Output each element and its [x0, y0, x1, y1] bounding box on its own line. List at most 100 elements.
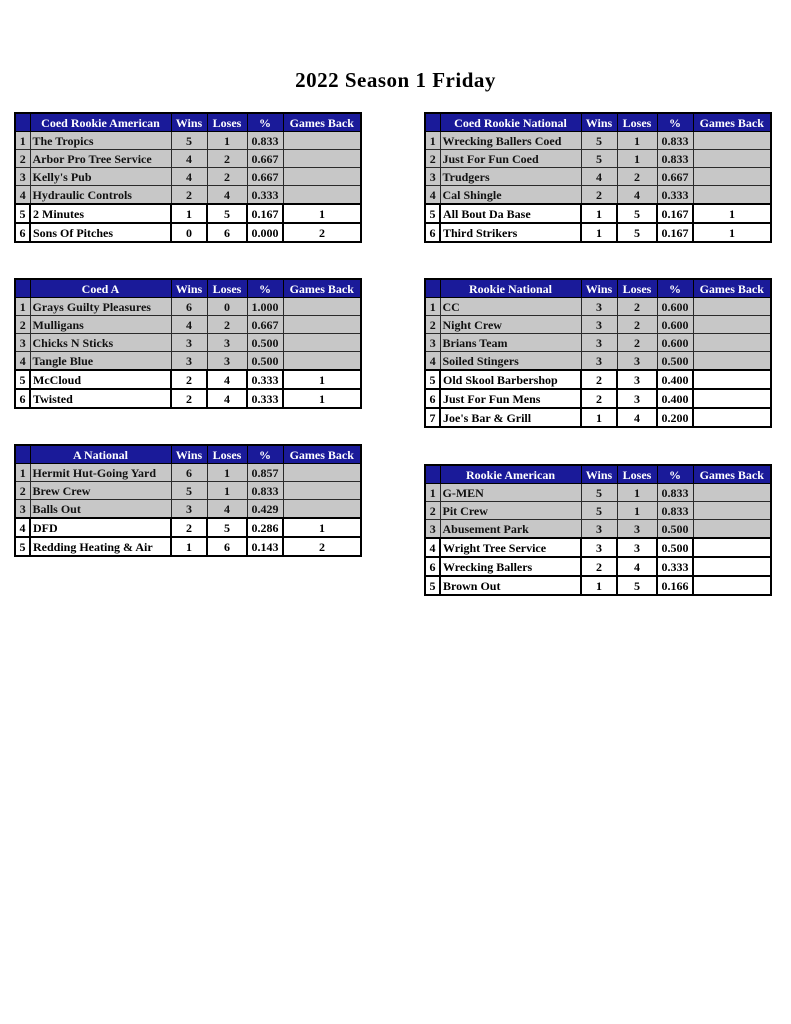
games-back-cell [692, 575, 772, 596]
wins-cell: 4 [170, 149, 208, 168]
team-row: 2 Pit Crew 5 1 0.833 [424, 501, 772, 520]
team-name-cell: Wright Tree Service [439, 537, 582, 558]
games-back-cell [692, 537, 772, 558]
team-name-cell: Hydraulic Controls [29, 185, 172, 205]
loses-cell: 4 [206, 185, 248, 205]
division-name: Coed Rookie American [29, 112, 172, 132]
wins-cell: 3 [580, 537, 618, 558]
wins-cell: 1 [580, 222, 618, 243]
column-header-games-back: Games Back [692, 112, 772, 132]
loses-cell: 2 [616, 315, 658, 334]
team-row: 4 Hydraulic Controls 2 4 0.333 [14, 185, 362, 205]
rank-cell: 5 [424, 203, 441, 224]
column-header-games-back: Games Back [282, 112, 362, 132]
loses-cell: 6 [206, 536, 248, 557]
loses-cell: 2 [616, 297, 658, 316]
pct-cell: 0.833 [656, 149, 694, 168]
team-row: 1 The Tropics 5 1 0.833 [14, 131, 362, 150]
loses-cell: 1 [206, 131, 248, 150]
team-name-cell: Just For Fun Coed [439, 149, 582, 168]
wins-cell: 5 [580, 149, 618, 168]
pct-cell: 0.286 [246, 517, 284, 538]
loses-cell: 3 [616, 369, 658, 390]
team-row: 5 Brown Out 1 5 0.166 [424, 575, 772, 596]
games-back-cell [692, 369, 772, 390]
team-name-cell: G-MEN [439, 483, 582, 502]
header-row: Coed A Wins Loses% Games Back [14, 278, 362, 298]
wins-cell: 5 [170, 131, 208, 150]
wins-cell: 2 [580, 185, 618, 205]
wins-cell: 2 [580, 369, 618, 390]
wins-cell: 1 [580, 575, 618, 596]
games-back-cell: 1 [692, 222, 772, 243]
pct-cell: 0.500 [656, 519, 694, 539]
rank-cell: 3 [424, 519, 441, 539]
column-header-pct: % [656, 464, 694, 484]
rank-cell: 3 [424, 167, 441, 186]
loses-cell: 5 [206, 517, 248, 538]
team-row: 3 Abusement Park 3 3 0.500 [424, 519, 772, 539]
games-back-cell: 1 [282, 369, 362, 390]
games-back-cell [282, 149, 362, 168]
rank-cell: 1 [14, 131, 31, 150]
wins-cell: 3 [580, 315, 618, 334]
team-row: 2 Just For Fun Coed 5 1 0.833 [424, 149, 772, 168]
team-row: 6 Sons Of Pitches 0 6 0.000 2 [14, 222, 362, 243]
pct-cell: 0.000 [246, 222, 284, 243]
team-name-cell: Chicks N Sticks [29, 333, 172, 352]
wins-cell: 5 [580, 483, 618, 502]
games-back-cell [282, 185, 362, 205]
games-back-cell [692, 407, 772, 428]
rank-cell: 1 [424, 297, 441, 316]
column-header-pct: % [246, 278, 284, 298]
column-header-games-back: Games Back [282, 444, 362, 464]
loses-cell: 2 [616, 333, 658, 352]
wins-cell: 3 [580, 351, 618, 371]
wins-cell: 2 [170, 369, 208, 390]
rank-cell: 2 [14, 481, 31, 500]
loses-cell: 3 [616, 519, 658, 539]
pct-cell: 0.333 [246, 388, 284, 409]
standings-table: Coed Rookie National Wins Loses% Games Back… [424, 112, 772, 243]
loses-cell: 4 [206, 388, 248, 409]
games-back-cell: 1 [282, 517, 362, 538]
rank-cell: 3 [424, 333, 441, 352]
column-header-loses: Loses [206, 112, 248, 132]
team-name-cell: Third Strikers [439, 222, 582, 243]
team-row: 6 Just For Fun Mens 2 3 0.400 [424, 388, 772, 409]
column-header-wins: Wins [580, 464, 618, 484]
team-row: 1 Hermit Hut-Going Yard 6 1 0.857 [14, 463, 362, 482]
column-header-pct: % [656, 278, 694, 298]
pct-cell: 0.333 [246, 185, 284, 205]
team-row: 4 Soiled Stingers 3 3 0.500 [424, 351, 772, 371]
team-row: 2 Brew Crew 5 1 0.833 [14, 481, 362, 500]
pct-cell: 0.333 [656, 556, 694, 577]
rank-cell: 4 [424, 537, 441, 558]
games-back-cell: 2 [282, 222, 362, 243]
rank-cell: 1 [424, 131, 441, 150]
team-row: 1 Grays Guilty Pleasures 6 0 1.000 [14, 297, 362, 316]
loses-cell: 5 [616, 203, 658, 224]
column-header-loses: Loses [616, 112, 658, 132]
header-row: Rookie American Wins Loses% Games Back [424, 464, 772, 484]
wins-cell: 0 [170, 222, 208, 243]
pct-cell: 0.333 [246, 369, 284, 390]
team-name-cell: 2 Minutes [29, 203, 172, 224]
pct-cell: 0.667 [246, 315, 284, 334]
team-name-cell: Mulligans [29, 315, 172, 334]
wins-cell: 5 [580, 131, 618, 150]
team-name-cell: Wrecking Ballers Coed [439, 131, 582, 150]
games-back-cell [282, 351, 362, 371]
loses-cell: 4 [206, 369, 248, 390]
rank-cell: 4 [14, 517, 31, 538]
games-back-cell [282, 297, 362, 316]
team-name-cell: McCloud [29, 369, 172, 390]
wins-cell: 1 [580, 407, 618, 428]
rank-cell: 6 [424, 556, 441, 577]
games-back-cell [692, 556, 772, 577]
team-name-cell: Grays Guilty Pleasures [29, 297, 172, 316]
loses-cell: 2 [206, 167, 248, 186]
wins-cell: 2 [170, 517, 208, 538]
rank-cell: 4 [424, 185, 441, 205]
team-row: 2 Night Crew 3 2 0.600 [424, 315, 772, 334]
